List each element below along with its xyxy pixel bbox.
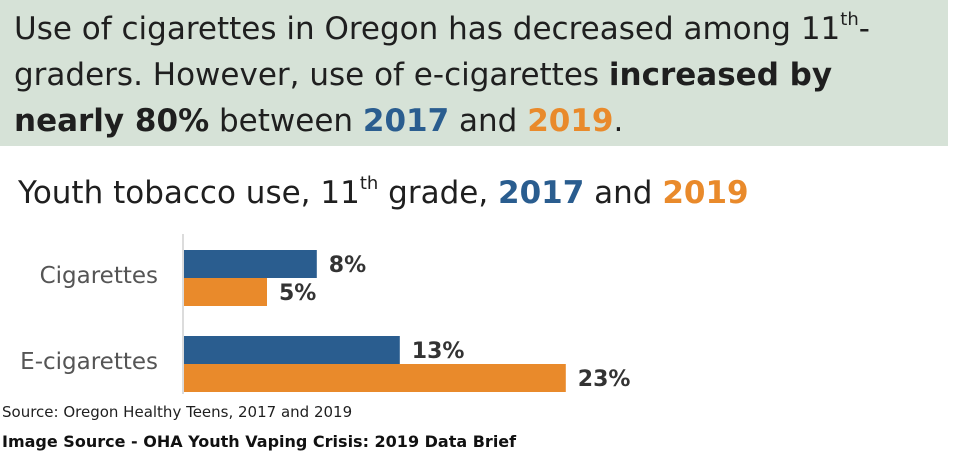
data-label-2017: 8% [329,253,366,278]
headline-period: . [613,103,624,139]
headline-text-1: Use of cigarettes in Oregon has decrease… [14,11,841,47]
category-label: Cigarettes [40,263,158,289]
headline-emphasis: increased by nearly 80% [14,57,833,139]
bar-2017 [184,250,317,278]
headline-and: and [449,103,528,139]
source-note: Source: Oregon Healthy Teens, 2017 and 2… [2,403,353,421]
data-label-2019: 23% [578,367,631,392]
headline-year-2017: 2017 [362,103,450,139]
data-label-2019: 5% [279,281,316,306]
chart-title-and: and [584,175,663,211]
chart-title-sup: th [359,173,379,194]
image-source-note: Image Source - OHA Youth Vaping Crisis: … [2,432,517,451]
headline-year-2019: 2019 [527,103,614,139]
headline: Use of cigarettes in Oregon has decrease… [14,6,942,144]
bar-2017 [184,336,400,364]
headline-dash: - [858,11,870,47]
bar-chart: Cigarettes 8% 5% E-cigarettes 13% 23% [20,234,631,394]
category-label: E-cigarettes [20,349,158,375]
headline-banner [0,0,948,146]
chart-title-year-2019: 2019 [662,175,749,211]
chart-title-middle: grade, [378,175,499,211]
bar-2019 [184,364,566,392]
chart-title: Youth tobacco use, 11th grade, 2017 and … [18,170,958,216]
chart-title-prefix: Youth tobacco use, 11 [18,175,360,211]
headline-sup: th [840,9,859,30]
chart-title-year-2017: 2017 [498,175,585,211]
headline-text-2: graders. However, use of e-cigarettes [14,57,609,93]
bar-2019 [184,278,267,306]
data-label-2017: 13% [412,339,465,364]
headline-between: between [219,103,363,139]
